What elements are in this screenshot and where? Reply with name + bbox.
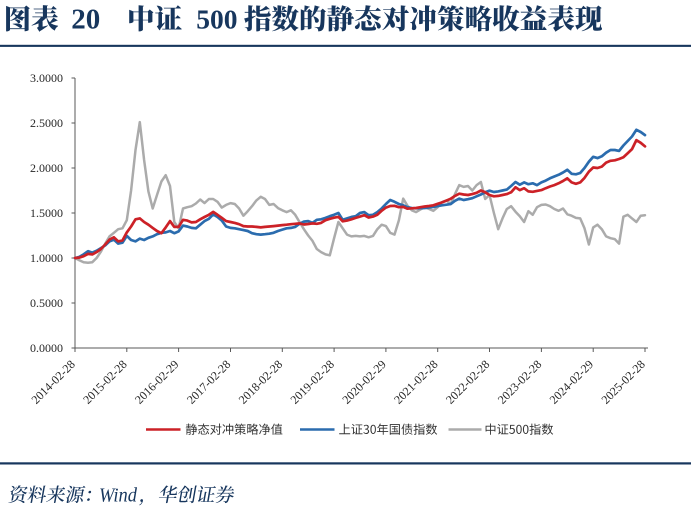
svg-text:1.5000: 1.5000 [30,206,63,220]
svg-text:2.0000: 2.0000 [30,161,63,175]
svg-text:0.0000: 0.0000 [30,341,63,355]
svg-text:3.0000: 3.0000 [30,71,63,85]
svg-text:20: 20 [71,4,100,36]
svg-text:500: 500 [196,4,237,35]
svg-text:1.0000: 1.0000 [30,251,63,265]
svg-text:0.5000: 0.5000 [30,296,63,310]
svg-text:Wind: Wind [99,485,138,507]
svg-text:2.5000: 2.5000 [30,116,63,130]
